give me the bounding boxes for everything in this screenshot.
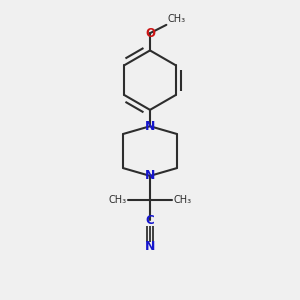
Text: CH₃: CH₃ [173, 195, 191, 205]
Text: C: C [146, 214, 154, 227]
Text: N: N [145, 240, 155, 253]
Text: O: O [145, 27, 155, 40]
Text: CH₃: CH₃ [167, 14, 185, 24]
Text: CH₃: CH₃ [109, 195, 127, 205]
Text: N: N [145, 169, 155, 182]
Text: N: N [145, 120, 155, 133]
